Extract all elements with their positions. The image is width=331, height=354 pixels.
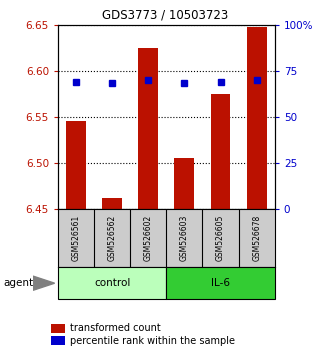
Polygon shape [33,276,55,290]
Text: GSM526605: GSM526605 [216,215,225,261]
Bar [166,267,275,299]
Bar [211,94,230,209]
Text: GSM526602: GSM526602 [144,215,153,261]
Bar [58,267,166,299]
Text: agent: agent [3,278,33,288]
Text: IL-6: IL-6 [211,278,230,288]
Text: percentile rank within the sample: percentile rank within the sample [70,336,234,346]
Text: control: control [94,278,130,288]
Text: GSM526562: GSM526562 [108,215,117,261]
Bar [102,198,122,209]
Text: GSM526561: GSM526561 [71,215,80,261]
Text: transformed count: transformed count [70,323,160,333]
Bar [66,121,86,209]
Text: GSM526603: GSM526603 [180,215,189,261]
Bar [247,27,266,209]
Bar [138,48,158,209]
Text: GSM526678: GSM526678 [252,215,261,261]
Text: GDS3773 / 10503723: GDS3773 / 10503723 [102,9,229,22]
Bar [174,158,194,209]
